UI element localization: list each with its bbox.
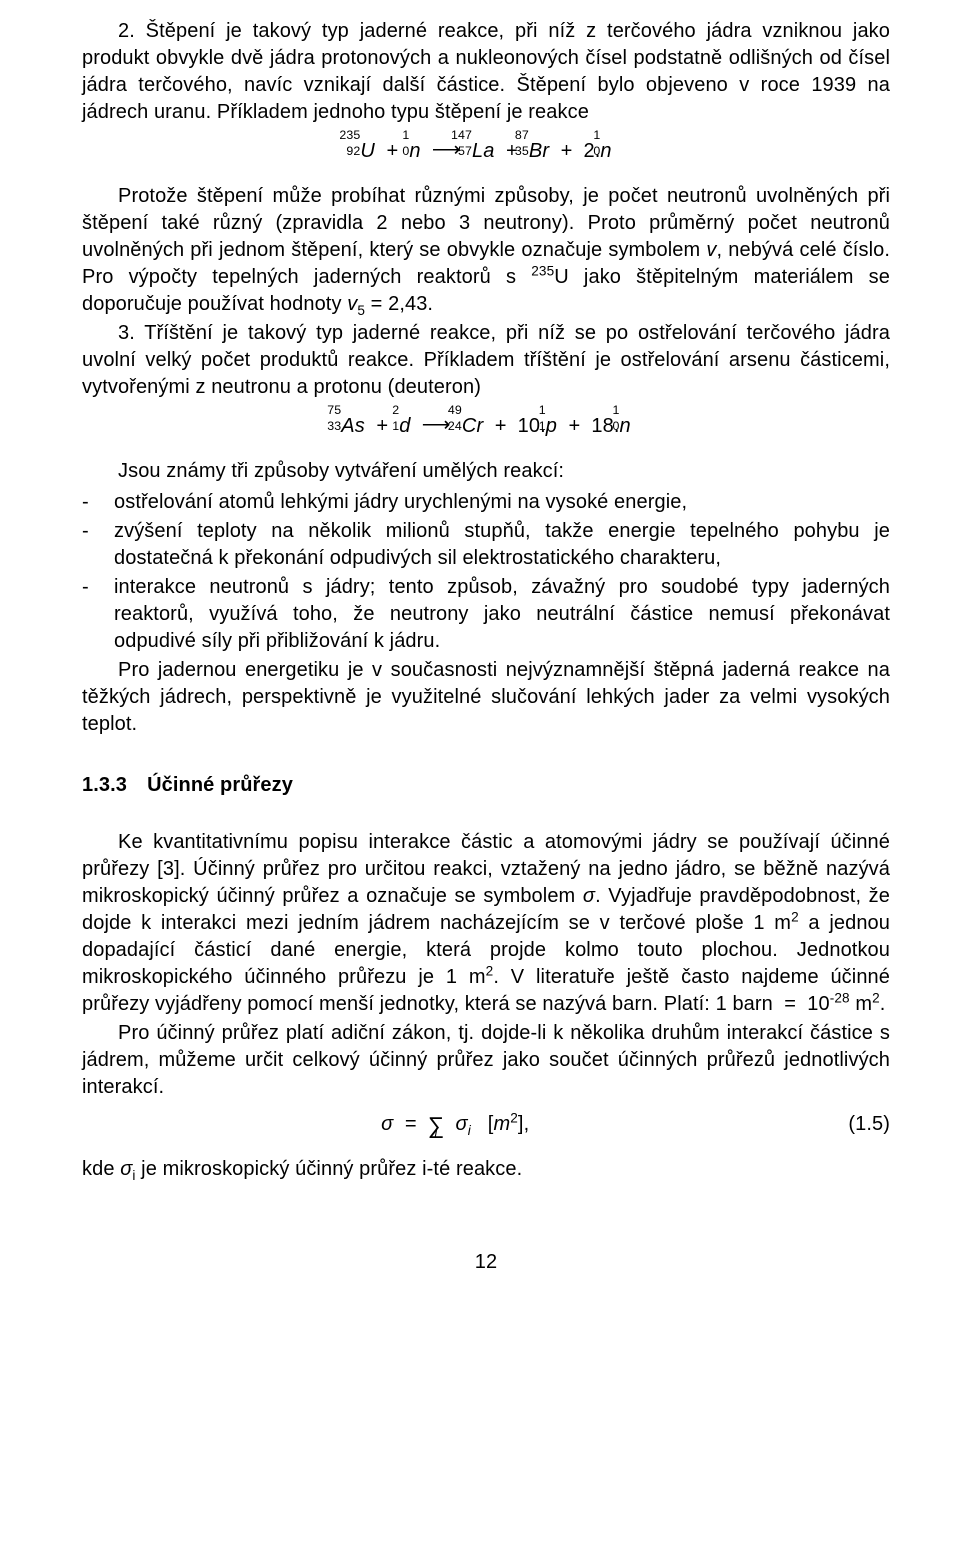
body-paragraph: kde σi je mikroskopický účinný průřez i-…	[82, 1156, 890, 1183]
body-paragraph: Jsou známy tři způsoby vytváření umělých…	[82, 458, 890, 485]
body-paragraph: 3. Tříštění je takový typ jaderné reakce…	[82, 320, 890, 401]
list-item-text: ostřelování atomů lehkými jádry urychlen…	[114, 489, 890, 516]
bullet-list: - ostřelování atomů lehkými jádry urychl…	[82, 489, 890, 655]
equation-spallation: 7533As + 21d ⟶ 4924Cr + 10.11p + 18.10n	[82, 413, 890, 440]
list-item-text: zvýšení teploty na několik milionů stupň…	[114, 518, 890, 572]
list-item: - ostřelování atomů lehkými jádry urychl…	[82, 489, 890, 516]
list-item: - interakce neutronů s jádry; tento způs…	[82, 574, 890, 655]
bullet-dash-icon: -	[82, 518, 114, 572]
bullet-dash-icon: -	[82, 574, 114, 655]
equation-number: (1.5)	[848, 1111, 890, 1138]
equation-fission: 23592U + 10n ⟶ 14757La + 8735Br + 2.10n	[82, 138, 890, 165]
body-paragraph: Protože štěpení může probíhat různými zp…	[82, 183, 890, 318]
bullet-dash-icon: -	[82, 489, 114, 516]
list-item: - zvýšení teploty na několik milionů stu…	[82, 518, 890, 572]
body-paragraph: 2. Štěpení je takový typ jaderné reakce,…	[82, 18, 890, 126]
body-paragraph: Pro jadernou energetiku je v současnosti…	[82, 657, 890, 738]
body-paragraph: Ke kvantitativnímu popisu interakce část…	[82, 829, 890, 1018]
equation-cross-section: σ = ∑i σi [m2],	[82, 1111, 828, 1138]
body-paragraph: Pro účinný průřez platí adiční zákon, tj…	[82, 1020, 890, 1101]
page-number: 12	[82, 1249, 890, 1276]
list-item-text: interakce neutronů s jádry; tento způsob…	[114, 574, 890, 655]
section-heading: 1.3.3 Účinné průřezy	[82, 772, 890, 799]
